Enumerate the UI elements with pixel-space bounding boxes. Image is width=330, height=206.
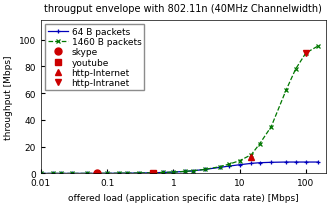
64 B packets <box>125 172 129 174</box>
1460 B packets <box>117 172 121 175</box>
1460 B packets <box>304 53 308 55</box>
1460 B packets <box>294 68 298 71</box>
64 B packets <box>59 172 63 175</box>
Legend: 64 B packets, 1460 B packets, skype, youtube, http-Internet, http-Intranet: 64 B packets, 1460 B packets, skype, you… <box>45 25 144 91</box>
64 B packets <box>227 165 231 167</box>
64 B packets <box>50 172 54 175</box>
1460 B packets <box>218 166 222 168</box>
64 B packets <box>258 162 262 164</box>
1460 B packets <box>161 171 165 174</box>
64 B packets <box>315 161 319 164</box>
64 B packets <box>161 171 165 174</box>
64 B packets <box>191 170 195 172</box>
1460 B packets <box>315 46 319 48</box>
1460 B packets <box>258 143 262 145</box>
64 B packets <box>117 172 121 175</box>
1460 B packets <box>125 172 129 174</box>
64 B packets <box>294 161 298 164</box>
64 B packets <box>304 161 308 164</box>
X-axis label: offered load (application specific data rate) [Mbps]: offered load (application specific data … <box>68 193 299 202</box>
1460 B packets <box>39 172 43 175</box>
64 B packets <box>269 161 273 164</box>
1460 B packets <box>269 126 273 128</box>
64 B packets <box>39 172 43 175</box>
64 B packets <box>218 166 222 169</box>
64 B packets <box>71 172 75 175</box>
1460 B packets <box>151 172 155 174</box>
1460 B packets <box>203 168 207 171</box>
64 B packets <box>151 172 155 174</box>
Y-axis label: throughput [Mbps]: throughput [Mbps] <box>4 55 13 139</box>
Line: 1460 B packets: 1460 B packets <box>38 45 320 176</box>
1460 B packets <box>171 171 175 173</box>
64 B packets <box>105 172 109 175</box>
1460 B packets <box>238 160 242 162</box>
1460 B packets <box>50 172 54 175</box>
64 B packets <box>85 172 89 175</box>
1460 B packets <box>95 172 99 175</box>
1460 B packets <box>105 172 109 175</box>
Line: 64 B packets: 64 B packets <box>38 160 320 176</box>
1460 B packets <box>71 172 75 175</box>
64 B packets <box>203 168 207 171</box>
1460 B packets <box>183 170 187 173</box>
64 B packets <box>171 171 175 173</box>
1460 B packets <box>227 163 231 165</box>
Title: througput envelope with 802.11n (40MHz Channelwidth): througput envelope with 802.11n (40MHz C… <box>45 4 322 14</box>
64 B packets <box>95 172 99 175</box>
64 B packets <box>183 170 187 173</box>
1460 B packets <box>137 172 141 174</box>
1460 B packets <box>59 172 63 175</box>
1460 B packets <box>191 170 195 172</box>
1460 B packets <box>284 90 288 92</box>
64 B packets <box>249 162 253 165</box>
1460 B packets <box>85 172 89 175</box>
64 B packets <box>284 161 288 164</box>
64 B packets <box>238 164 242 166</box>
64 B packets <box>137 172 141 174</box>
1460 B packets <box>249 154 253 156</box>
